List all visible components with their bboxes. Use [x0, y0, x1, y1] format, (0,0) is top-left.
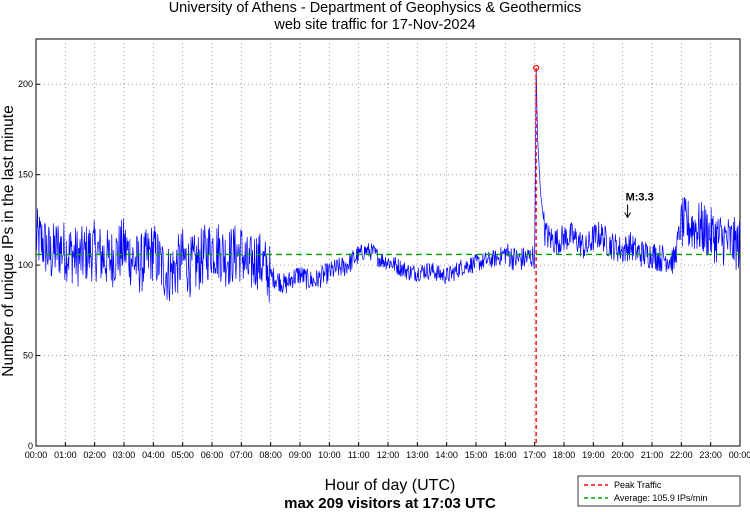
magnitude-annotation: M:3.3	[626, 191, 654, 203]
x-tick-label: 15:00	[465, 450, 488, 460]
traffic-series-line	[35, 67, 741, 303]
x-tick-label: 06:00	[201, 450, 224, 460]
y-tick-label: 0	[28, 441, 33, 451]
x-tick-label: 13:00	[406, 450, 429, 460]
chart-subtitle: web site traffic for 17-Nov-2024	[274, 17, 476, 33]
x-tick-label: 09:00	[289, 450, 312, 460]
x-tick-label: 00:00	[729, 450, 750, 460]
x-tick-label: 23:00	[699, 450, 722, 460]
y-tick-label: 100	[18, 260, 33, 270]
x-tick-label: 00:00	[25, 450, 48, 460]
legend-box	[577, 475, 741, 507]
x-tick-label: 20:00	[611, 450, 634, 460]
y-tick-label: 200	[18, 79, 33, 89]
y-tick-label: 50	[23, 351, 33, 361]
x-tick-label: 19:00	[582, 450, 605, 460]
annotation-arrow-head	[624, 212, 632, 219]
max-visitors-caption: max 209 visitors at 17:03 UTC	[284, 495, 496, 512]
x-tick-label: 17:00	[523, 450, 546, 460]
x-axis-label: Hour of day (UTC)	[324, 477, 456, 494]
x-tick-label: 03:00	[113, 450, 136, 460]
x-tick-label: 14:00	[435, 450, 458, 460]
x-tick-label: 08:00	[259, 450, 282, 460]
x-tick-label: 11:00	[348, 450, 370, 460]
legend-label: Peak Traffic	[614, 480, 662, 490]
x-tick-label: 07:00	[230, 450, 253, 460]
peak-marker	[533, 64, 540, 72]
x-tick-label: 22:00	[670, 450, 693, 460]
x-tick-label: 12:00	[377, 450, 400, 460]
x-tick-label: 18:00	[553, 450, 576, 460]
x-tick-label: 04:00	[142, 450, 165, 460]
chart-title: University of Athens - Department of Geo…	[168, 0, 582, 16]
x-tick-label: 05:00	[171, 450, 194, 460]
x-tick-label: 10:00	[318, 450, 341, 460]
y-tick-label: 150	[18, 170, 33, 180]
legend-label: Average: 105.9 IPs/min	[614, 493, 707, 503]
x-tick-label: 21:00	[641, 450, 664, 460]
x-tick-label: 02:00	[83, 450, 106, 460]
x-tick-label: 16:00	[494, 450, 517, 460]
x-tick-label: 01:00	[54, 450, 77, 460]
